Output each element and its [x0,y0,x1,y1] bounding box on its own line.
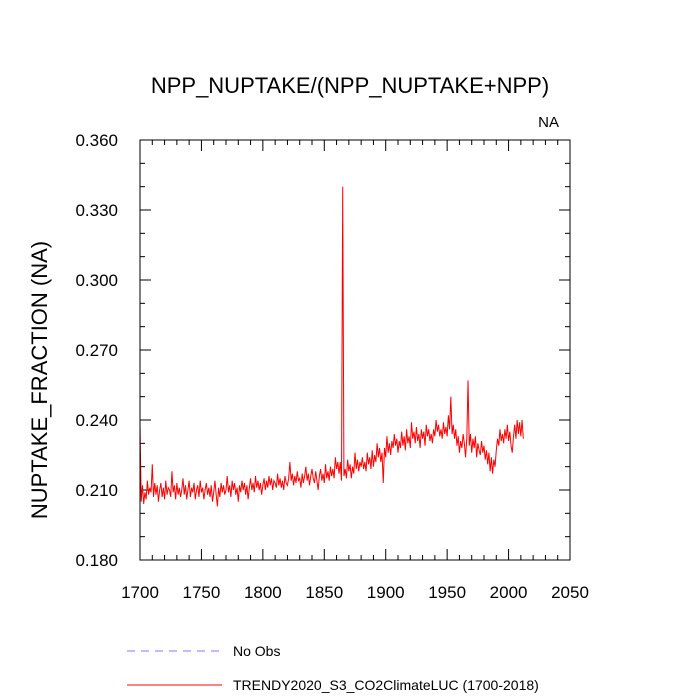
x-tick-label: 1850 [305,583,343,602]
series-line-trendy [139,186,524,507]
x-tick-label: 1750 [183,583,221,602]
y-tick-label: 0.180 [75,551,118,570]
chart-title: NPP_NUPTAKE/(NPP_NUPTAKE+NPP) [151,73,549,98]
y-tick-label: 0.240 [75,411,118,430]
y-tick-label: 0.360 [75,131,118,150]
plot-frame [139,139,571,561]
corner-label: NA [538,114,559,131]
x-tick-label: 1700 [121,583,159,602]
x-tick-label: 1950 [428,583,466,602]
x-tick-label: 2050 [551,583,589,602]
x-tick-label: 2000 [490,583,528,602]
legend-label-no-obs: No Obs [233,643,280,659]
data-series [139,186,524,507]
y-tick-label: 0.270 [75,341,118,360]
x-tick-labels: 1700 1750 1800 1850 1900 1950 2000 2050 [121,583,589,602]
y-tick-label: 0.300 [75,271,118,290]
y-axis-label: NUPTAKE_FRACTION (NA) [27,241,52,519]
y-tick-label: 0.210 [75,481,118,500]
legend-label-trendy: TRENDY2020_S3_CO2ClimateLUC (1700-2018) [233,677,539,693]
x-tick-label: 1900 [367,583,405,602]
axis-ticks [139,139,571,561]
y-tick-label: 0.330 [75,201,118,220]
y-tick-labels: 0.180 0.210 0.240 0.270 0.300 0.330 0.360 [75,131,118,570]
x-tick-label: 1800 [244,583,282,602]
